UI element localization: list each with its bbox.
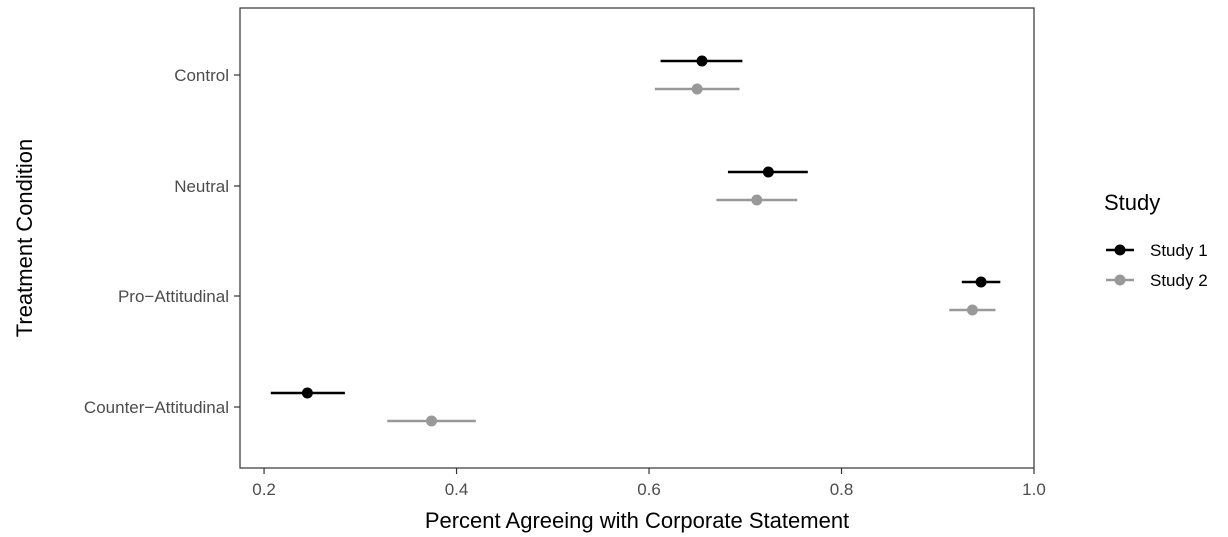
y-axis: Control Neutral Pro−Attitudinal Counter−Att… — [84, 66, 240, 417]
legend-label: Study 2 — [1150, 271, 1208, 290]
plot-panel — [239, 7, 1035, 469]
legend-key-point — [1114, 244, 1126, 256]
series-layer — [270, 55, 1001, 427]
x-tick-label: 0.6 — [637, 480, 661, 499]
x-tick-label: 0.2 — [252, 480, 276, 499]
data-point — [691, 83, 703, 95]
legend-title: Study — [1104, 190, 1160, 215]
y-axis-title: Treatment Condition — [12, 139, 37, 338]
legend: Study Study 1 Study 2 — [1104, 190, 1208, 290]
x-axis: 0.2 0.4 0.6 0.8 1.0 — [252, 468, 1046, 499]
data-point — [426, 415, 438, 427]
legend-label: Study 1 — [1150, 241, 1208, 260]
x-tick-label: 0.4 — [445, 480, 469, 499]
data-point — [762, 166, 774, 178]
data-point — [696, 55, 708, 67]
x-axis-title: Percent Agreeing with Corporate Statemen… — [425, 508, 849, 533]
data-point — [751, 194, 763, 206]
data-point — [966, 304, 978, 316]
data-point — [301, 387, 313, 399]
x-tick-label: 0.8 — [830, 480, 854, 499]
legend-key-point — [1114, 274, 1126, 286]
y-tick-label: Neutral — [174, 177, 229, 196]
legend-key — [1106, 274, 1134, 286]
y-tick-label: Counter−Attitudinal — [84, 398, 229, 417]
y-tick-label: Control — [174, 66, 229, 85]
data-point — [975, 276, 987, 288]
legend-key — [1106, 244, 1134, 256]
y-tick-label: Pro−Attitudinal — [118, 287, 229, 306]
x-tick-label: 1.0 — [1022, 480, 1046, 499]
